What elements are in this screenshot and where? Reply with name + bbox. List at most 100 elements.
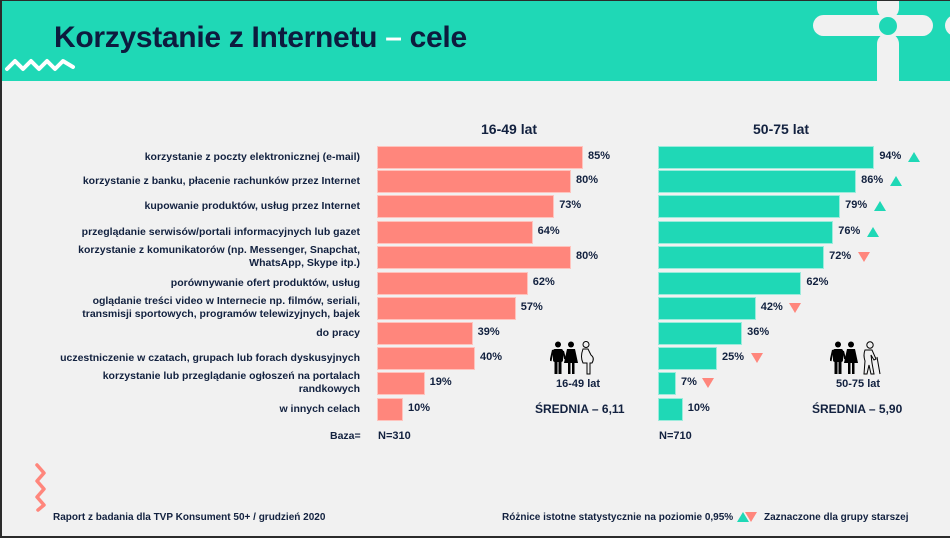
bar-young	[378, 170, 570, 192]
category-label-line: przeglądanie serwisów/portali informacyj…	[81, 225, 360, 238]
value-label-old: 62%	[806, 276, 829, 288]
bar-old	[659, 297, 755, 319]
significant-higher-icon	[866, 227, 879, 237]
bar-old	[659, 246, 824, 268]
bar-young	[378, 195, 554, 217]
value-label-old: 72%	[829, 250, 852, 262]
value-label-young: 80%	[576, 250, 599, 262]
people-old-icon	[830, 341, 881, 375]
bar-old	[659, 221, 833, 243]
value-label-young: 62%	[532, 276, 555, 288]
category-label-line: oglądanie treści video w Internecie np. …	[92, 295, 360, 307]
category-label-line: transmisji sportowych, programów telewiz…	[82, 308, 360, 320]
category-label-line: porównywanie ofert produktów, usług	[170, 276, 360, 289]
bar-old	[659, 170, 856, 192]
mean-old: ŚREDNIA – 5,90	[812, 402, 903, 416]
category-label-line: uczestniczenie w czatach, grupach lub fo…	[60, 351, 360, 364]
category-label: oglądanie treści video w Internecie np. …	[82, 295, 360, 321]
significance-note: Różnice istotne statystycznie na poziomi…	[502, 512, 734, 523]
bar-young	[378, 297, 515, 319]
significant-lower-icon	[857, 252, 870, 262]
category-label: przeglądanie serwisów/portali informacyj…	[82, 226, 360, 239]
base-label: Baza=	[330, 430, 361, 442]
category-label-line: korzystanie z banku, płacenie rachunków …	[82, 174, 360, 187]
bar-old	[659, 322, 742, 344]
page-title: Korzystanie z Internetu – cele	[54, 21, 467, 55]
category-label: korzystanie z komunikatorów (np. Messeng…	[78, 244, 360, 270]
mean-young: ŚREDNIA – 6,11	[535, 402, 625, 416]
significant-lower-icon	[789, 303, 802, 313]
value-label-old: 86%	[861, 174, 884, 186]
significant-higher-icon	[907, 152, 920, 162]
bar-old	[659, 146, 874, 168]
bar-young	[378, 221, 532, 243]
column-header-young: 16-49 lat	[481, 121, 538, 137]
category-label: porównywanie ofert produktów, usług	[171, 277, 360, 290]
value-label-young: 85%	[588, 150, 611, 162]
value-label-old: 10%	[687, 402, 710, 414]
title-end: cele	[409, 21, 468, 54]
bar-young	[378, 372, 424, 394]
category-label: korzystanie lub przeglądanie ogłoszeń na…	[103, 370, 360, 396]
value-label-young: 40%	[480, 351, 503, 363]
value-label-old: 42%	[760, 301, 783, 313]
value-label-young: 80%	[576, 174, 599, 186]
cross-decoration-icon	[813, 1, 950, 81]
bar-young	[378, 398, 402, 420]
people-young-icon	[550, 341, 594, 375]
title-dash: –	[385, 21, 402, 54]
bar-young	[378, 322, 472, 344]
bar-old	[659, 398, 682, 420]
bar-young	[378, 272, 527, 294]
bar-young	[378, 146, 582, 168]
category-label: kupowanie produktów, usług przez Interne…	[145, 200, 360, 213]
base-old: N=710	[659, 430, 692, 442]
value-label-old: 79%	[845, 199, 868, 211]
category-label-line: korzystanie z komunikatorów (np. Messeng…	[78, 244, 360, 256]
legend-down-triangle-icon	[745, 512, 757, 522]
value-label-young: 73%	[559, 199, 582, 211]
bar-old	[659, 195, 840, 217]
group-label-young: 16-49 lat	[556, 378, 601, 390]
value-label-old: 7%	[680, 376, 697, 388]
category-label: uczestniczenie w czatach, grupach lub fo…	[60, 352, 360, 365]
base-young: N=310	[378, 430, 411, 442]
bar-old	[659, 272, 801, 294]
source-note: Raport z badania dla TVP Konsument 50+ /…	[53, 512, 326, 523]
bar-young	[378, 246, 570, 268]
value-label-young: 57%	[520, 301, 543, 313]
value-label-young: 39%	[477, 326, 500, 338]
significant-lower-icon	[750, 353, 763, 363]
value-label-young: 19%	[429, 376, 452, 388]
category-label: w innych celach	[279, 403, 360, 416]
category-label-line: WhatsApp, Skype itp.)	[249, 257, 360, 269]
value-label-old: 76%	[838, 225, 861, 237]
title-main: Korzystanie z Internetu	[54, 21, 378, 54]
header-banner: Korzystanie z Internetu – cele	[2, 1, 950, 81]
significant-higher-icon	[873, 201, 886, 211]
value-label-old: 94%	[879, 150, 902, 162]
value-label-old: 25%	[722, 351, 745, 363]
column-header-old: 50-75 lat	[753, 121, 810, 137]
value-label-young: 10%	[408, 402, 431, 414]
bar-old	[659, 372, 675, 394]
zigzag-bottom-icon	[35, 463, 46, 512]
marked-note: Zaznaczone dla grupy starszej	[764, 512, 909, 523]
zigzag-decoration-icon	[5, 59, 75, 71]
significant-higher-icon	[889, 176, 902, 186]
bar-young	[378, 347, 474, 369]
category-label: korzystanie z banku, płacenie rachunków …	[83, 175, 360, 188]
value-label-old: 36%	[747, 326, 770, 338]
bar-old	[659, 347, 716, 369]
category-label-line: kupowanie produktów, usług przez Interne…	[144, 199, 360, 212]
group-label-old: 50-75 lat	[836, 378, 881, 390]
category-label-line: do pracy	[316, 326, 360, 339]
category-label-line: randkowych	[298, 383, 360, 395]
category-label-line: korzystanie lub przeglądanie ogłoszeń na…	[102, 370, 360, 382]
category-label-line: korzystanie z poczty elektronicznej (e-m…	[144, 150, 360, 163]
legend-up-triangle-icon	[737, 512, 749, 522]
category-label-line: w innych celach	[279, 402, 360, 415]
value-label-young: 64%	[537, 225, 560, 237]
category-label: do pracy	[316, 327, 360, 340]
significant-lower-icon	[701, 378, 714, 388]
